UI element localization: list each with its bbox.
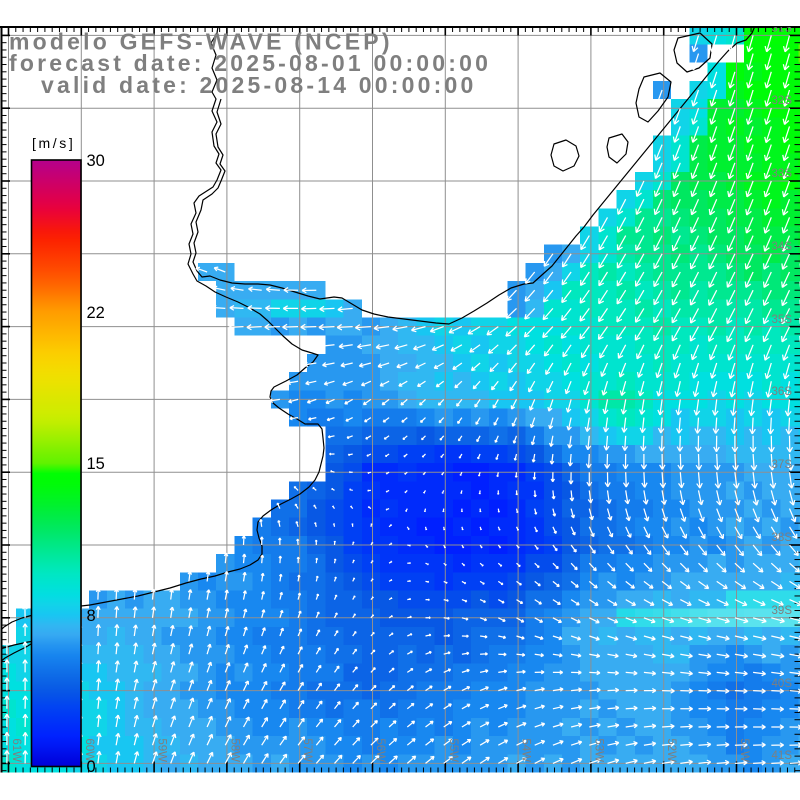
svg-text:52W: 52W — [665, 738, 677, 762]
svg-text:35S: 35S — [772, 314, 793, 326]
svg-text:39S: 39S — [772, 605, 793, 617]
svg-text:36S: 36S — [772, 386, 793, 398]
svg-text:56W: 56W — [374, 738, 386, 762]
svg-text:33S: 33S — [772, 168, 793, 180]
svg-text:15: 15 — [87, 455, 105, 473]
svg-text:55W: 55W — [447, 738, 459, 762]
svg-text:51W: 51W — [738, 738, 750, 762]
svg-text:0: 0 — [87, 758, 96, 776]
svg-text:40S: 40S — [772, 678, 793, 690]
svg-text:8: 8 — [87, 607, 96, 625]
svg-text:54W: 54W — [520, 738, 532, 762]
svg-text:41S: 41S — [772, 750, 793, 762]
svg-text:32S: 32S — [772, 95, 793, 107]
svg-text:modelo GEFS-WAVE (NCEP): modelo GEFS-WAVE (NCEP) — [9, 29, 393, 55]
svg-text:31S: 31S — [772, 22, 793, 34]
svg-text:valid date: 2025-08-14 00:00:0: valid date: 2025-08-14 00:00:00 — [41, 72, 476, 98]
svg-text:57W: 57W — [301, 738, 313, 762]
svg-text:58W: 58W — [228, 738, 240, 762]
svg-text:38S: 38S — [772, 532, 793, 544]
svg-text:[m/s]: [m/s] — [32, 135, 75, 151]
svg-text:60W: 60W — [83, 738, 95, 762]
svg-text:34S: 34S — [772, 241, 793, 253]
svg-text:53W: 53W — [592, 738, 604, 762]
svg-text:forecast date: 2025-08-01 00:0: forecast date: 2025-08-01 00:00:00 — [9, 50, 491, 76]
svg-text:30: 30 — [87, 152, 105, 170]
svg-text:22: 22 — [87, 304, 105, 322]
svg-text:37S: 37S — [772, 459, 793, 471]
svg-text:59W: 59W — [156, 738, 168, 762]
svg-text:61W: 61W — [10, 738, 22, 762]
